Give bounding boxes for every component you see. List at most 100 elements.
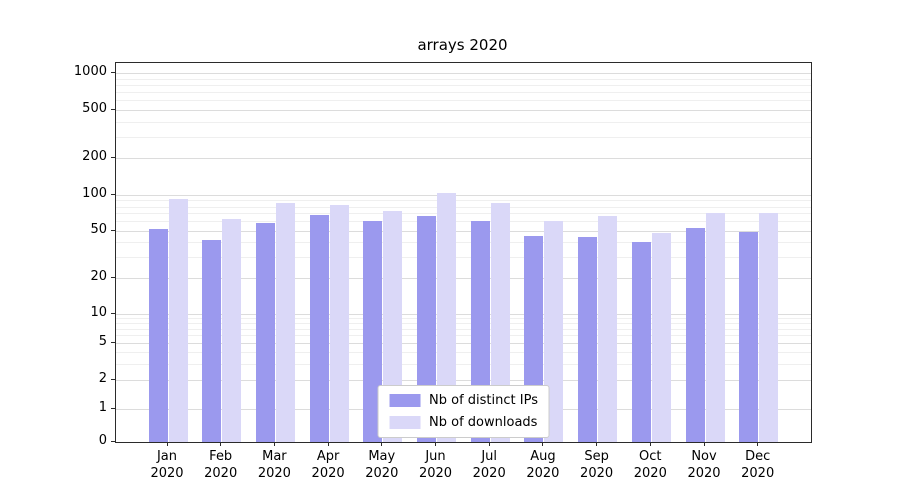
y-axis-label: 0 [98,433,107,448]
y-axis-tick [111,441,115,442]
chart-title: arrays 2020 [417,36,508,54]
gridline-minor [116,363,811,365]
gridline-major [116,195,811,196]
x-axis-label: Jun 2020 [418,449,453,481]
y-axis-tick [111,157,115,159]
legend-item-distinct-ips: Nb of distinct IPs [389,393,538,408]
y-axis-label: 2 [98,371,107,387]
y-axis-label: 500 [82,100,107,116]
gridline-minor [116,100,811,102]
gridline-major [116,230,811,232]
x-axis-tick [757,442,759,446]
gridline-minor [116,351,811,353]
bar [490,203,510,442]
x-axis-label: Nov 2020 [687,449,721,481]
gridline-minor [116,200,811,202]
gridline-major [116,109,811,111]
y-axis-tick [111,277,115,279]
bar [255,223,275,442]
y-axis-label: 1000 [73,64,107,79]
x-axis-label: May 2020 [365,449,399,481]
x-axis-label: Mar 2020 [257,449,291,481]
bar [631,242,651,442]
bar [168,199,188,442]
bar [651,232,671,442]
gridline-major [116,158,811,160]
x-axis-tick [488,442,490,446]
gridline-minor [116,136,811,138]
gridline-minor [116,221,811,223]
y-axis-label: 20 [90,269,107,285]
x-axis-label: Sep 2020 [580,449,614,481]
bar [685,227,705,442]
y-axis-tick [111,108,115,110]
x-axis-label: Oct 2020 [633,449,667,481]
gridline-major [116,342,811,344]
legend-swatch-downloads [389,416,421,429]
bar [148,228,168,442]
x-axis-tick [220,442,222,446]
x-axis-tick [327,442,329,446]
gridline-minor [116,323,811,325]
bar [329,204,349,442]
gridline-minor [116,257,811,259]
gridline-minor [116,318,811,320]
x-axis-tick [166,442,168,446]
gridline-minor [116,84,811,86]
gridline-minor [116,213,811,215]
x-axis-tick [649,442,651,446]
bar [578,237,598,442]
gridline-minor [116,91,811,93]
legend-label-distinct-ips: Nb of distinct IPs [429,393,538,408]
gridline-major [116,314,811,315]
gridline-minor [116,78,811,80]
bar [309,214,329,442]
bar [275,202,295,442]
bar [759,213,779,442]
legend-label-downloads: Nb of downloads [429,415,538,430]
x-axis-tick [596,442,598,446]
y-axis-label: 100 [82,186,107,201]
bar [705,212,725,442]
y-axis-tick [111,341,115,343]
x-axis-label: Aug 2020 [526,449,560,481]
bar [739,231,759,442]
legend-item-downloads: Nb of downloads [389,415,538,430]
y-axis-tick [111,379,115,381]
bar [222,218,242,442]
x-axis-tick [273,442,275,446]
gridline-major [116,278,811,280]
y-axis-tick [111,313,115,314]
x-axis-label: Jan 2020 [150,449,184,481]
x-axis-label: Feb 2020 [204,449,238,481]
y-axis-tick [111,194,115,195]
x-axis-tick [703,442,705,446]
y-axis-tick [111,229,115,231]
y-axis-label: 50 [90,221,107,237]
legend-swatch-distinct-ips [389,394,421,407]
y-axis-label: 5 [98,333,107,349]
x-axis-tick [381,442,383,446]
legend: Nb of distinct IPs Nb of downloads [377,385,550,438]
y-axis-tick [111,408,115,409]
x-axis-label: Apr 2020 [311,449,345,481]
gridline-minor [116,206,811,208]
x-axis-tick [435,442,436,446]
gridline-minor [116,242,811,244]
y-axis-tick [111,72,115,73]
x-axis-tick [542,442,544,446]
bar [383,211,403,442]
gridline-major [116,380,811,382]
x-axis-label: Dec 2020 [741,449,775,481]
gridline-major [116,73,811,74]
gridline-minor [116,335,811,337]
plot-area: Nb of distinct IPs Nb of downloads [115,62,812,443]
gridline-minor [116,328,811,330]
y-axis-label: 200 [82,149,107,165]
x-axis-label: Jul 2020 [472,449,506,481]
bar [598,216,618,442]
bar [437,192,456,442]
bar [202,239,222,442]
gridline-minor [116,121,811,123]
